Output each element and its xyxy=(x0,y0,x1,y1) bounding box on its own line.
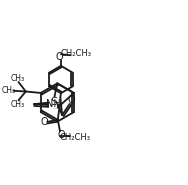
Text: CH₂CH₃: CH₂CH₃ xyxy=(60,133,91,142)
Text: CH₃: CH₃ xyxy=(11,100,25,109)
Text: NH: NH xyxy=(46,99,61,109)
Text: O: O xyxy=(40,117,48,127)
Text: O: O xyxy=(68,95,75,105)
Text: S: S xyxy=(50,97,57,107)
Text: O: O xyxy=(57,130,65,140)
Text: CH₃: CH₃ xyxy=(11,73,25,83)
Text: CH₃: CH₃ xyxy=(2,86,16,95)
Text: O: O xyxy=(56,52,63,62)
Text: CH₂CH₃: CH₂CH₃ xyxy=(60,49,91,58)
